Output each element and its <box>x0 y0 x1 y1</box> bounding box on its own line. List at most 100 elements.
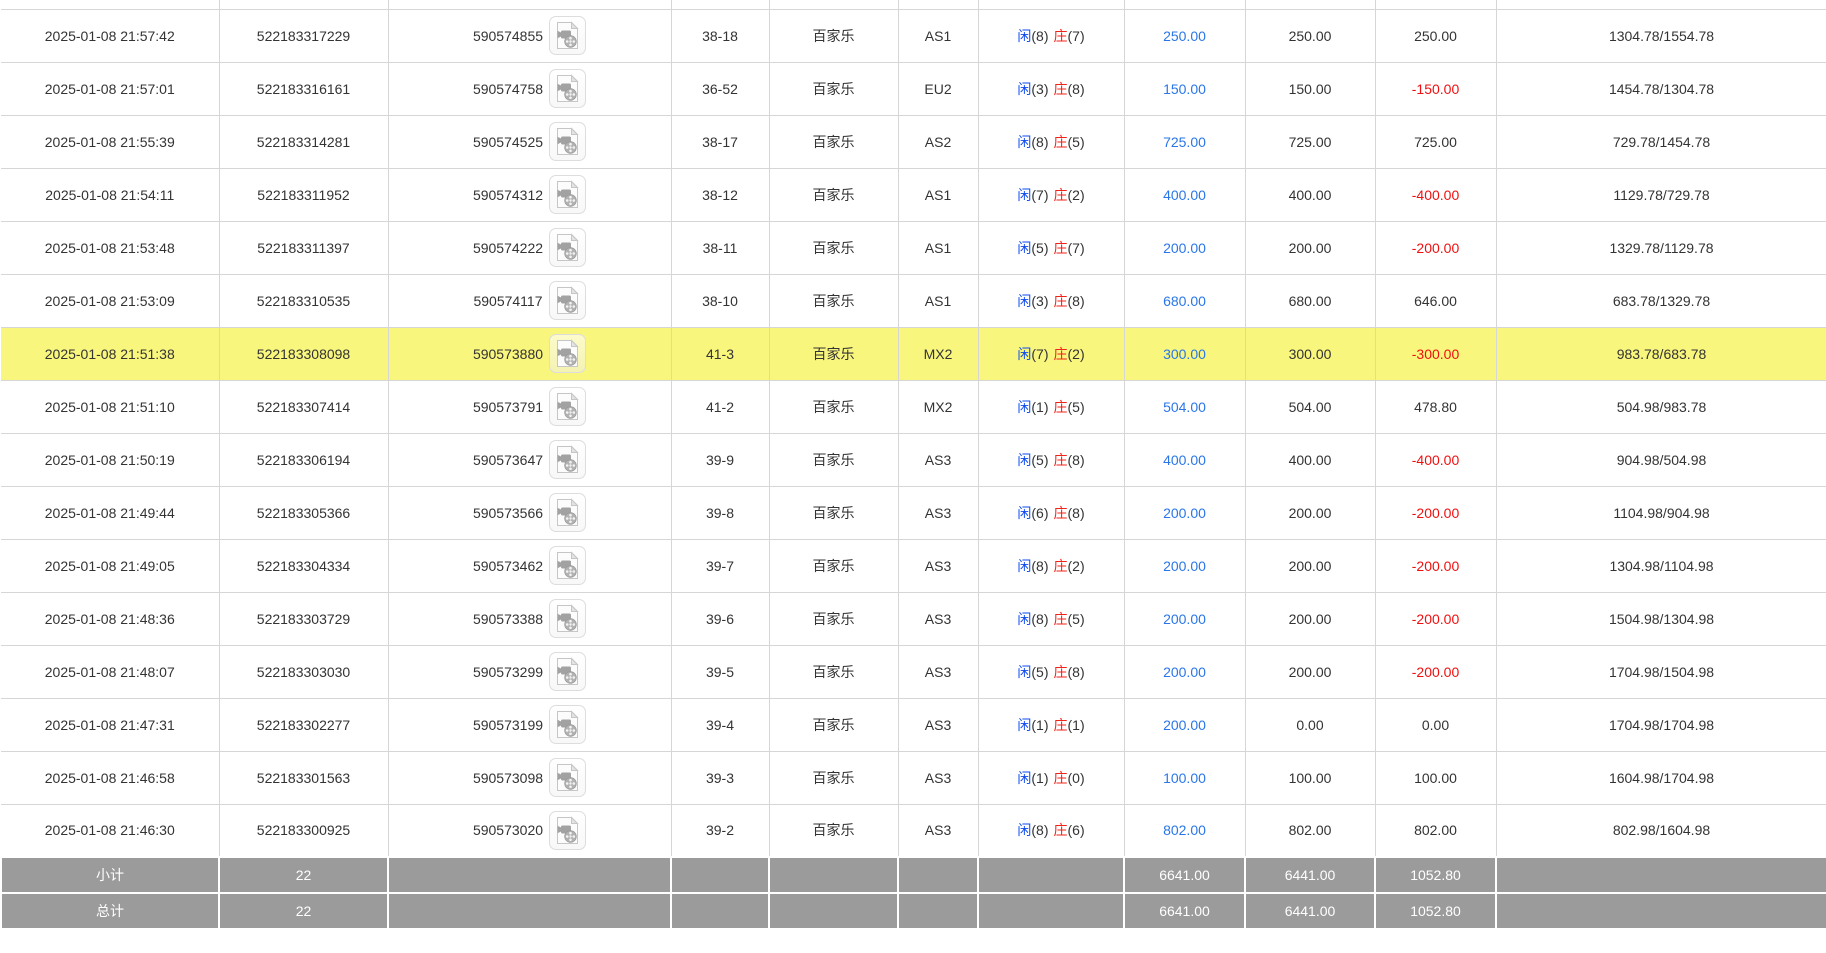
cell-bet-amount: 504.00 <box>1124 380 1246 434</box>
cell-order-number: 522183306194 <box>219 433 389 487</box>
table-row[interactable]: 2025-01-08 21:47:31 522183302277 5905731… <box>1 698 1826 752</box>
video-replay-button[interactable] <box>549 16 587 55</box>
table-row[interactable]: 2025-01-08 21:57:01 522183316161 5905747… <box>1 62 1826 116</box>
table-row[interactable]: 2025-01-08 21:48:36 522183303729 5905733… <box>1 592 1826 646</box>
table-row[interactable]: 2025-01-08 21:49:44 522183305366 5905735… <box>1 486 1826 540</box>
bet-amount-link[interactable]: 200.00 <box>1163 716 1206 733</box>
total-empty-cell <box>1495 892 1826 930</box>
video-replay-button[interactable] <box>549 334 587 373</box>
banker-result-count: (7) <box>1067 239 1085 256</box>
cell-game-type: 百家乐 <box>769 380 899 434</box>
bet-amount-link[interactable]: 400.00 <box>1163 186 1206 203</box>
player-result-label: 闲 <box>1017 769 1032 786</box>
video-replay-button[interactable] <box>549 599 587 638</box>
bet-amount-link[interactable]: 725.00 <box>1163 133 1206 150</box>
banker-result-count: (5) <box>1067 398 1085 415</box>
cell-game-type: 百家乐 <box>769 645 899 699</box>
video-replay-button[interactable] <box>549 228 587 267</box>
table-row[interactable]: 2025-01-08 21:51:38 522183308098 5905738… <box>1 327 1826 381</box>
video-replay-icon <box>557 127 579 155</box>
table-row[interactable]: 2025-01-08 21:53:09 522183310535 5905741… <box>1 274 1826 328</box>
video-replay-button[interactable] <box>549 122 587 161</box>
table-row[interactable]: 2025-01-08 21:46:58 522183301563 5905730… <box>1 751 1826 805</box>
video-replay-icon <box>557 233 579 261</box>
banker-result-label: 庄 <box>1053 504 1068 521</box>
table-row[interactable]: 2025-01-08 21:48:07 522183303030 5905732… <box>1 645 1826 699</box>
video-replay-button[interactable] <box>549 546 587 585</box>
cell-game-number: 590573647 <box>388 433 672 487</box>
bet-amount-link[interactable]: 200.00 <box>1163 557 1206 574</box>
table-row[interactable]: 2025-01-08 21:53:48 522183311397 5905742… <box>1 221 1826 275</box>
cell-winloss: 0.00 <box>1375 698 1497 752</box>
cell-round: 41-3 <box>671 327 770 381</box>
table-row[interactable]: 2025-01-08 21:50:19 522183306194 5905736… <box>1 433 1826 487</box>
cell-game-type: 百家乐 <box>769 433 899 487</box>
video-replay-button[interactable] <box>549 175 587 214</box>
cell-order-number: 522183300925 <box>219 804 389 858</box>
bet-amount-link[interactable]: 802.00 <box>1163 822 1206 839</box>
video-replay-button[interactable] <box>549 387 587 426</box>
video-replay-button[interactable] <box>549 440 587 479</box>
cell-round: 36-52 <box>671 62 770 116</box>
bet-amount-link[interactable]: 150.00 <box>1163 80 1206 97</box>
bet-amount-link[interactable]: 200.00 <box>1163 610 1206 627</box>
cell-round: 38-10 <box>671 274 770 328</box>
bet-amount-link[interactable]: 200.00 <box>1163 504 1206 521</box>
cell-order-number: 522183311952 <box>219 168 389 222</box>
total-count: 22 <box>218 892 389 930</box>
clipped-cell <box>769 0 899 10</box>
cell-winloss: 802.00 <box>1375 804 1497 858</box>
bet-amount-link[interactable]: 504.00 <box>1163 398 1206 415</box>
video-replay-button[interactable] <box>549 705 587 744</box>
table-row[interactable]: 2025-01-08 21:51:10 522183307414 5905737… <box>1 380 1826 434</box>
cell-balance: 1604.98/1704.98 <box>1496 751 1826 805</box>
total-winloss-total: 1052.80 <box>1374 892 1497 930</box>
cell-game-type: 百家乐 <box>769 539 899 593</box>
cell-valid-amount: 725.00 <box>1245 115 1376 169</box>
bet-amount-link[interactable]: 200.00 <box>1163 663 1206 680</box>
cell-round: 39-6 <box>671 592 770 646</box>
cell-balance: 504.98/983.78 <box>1496 380 1826 434</box>
bet-amount-link[interactable]: 200.00 <box>1163 239 1206 256</box>
bet-amount-link[interactable]: 680.00 <box>1163 292 1206 309</box>
player-result-label: 闲 <box>1017 610 1032 627</box>
player-result-count: (1) <box>1031 716 1049 733</box>
bet-amount-link[interactable]: 400.00 <box>1163 451 1206 468</box>
cell-bet-amount: 150.00 <box>1124 62 1246 116</box>
video-replay-button[interactable] <box>549 810 587 850</box>
cell-bet-amount: 200.00 <box>1124 698 1246 752</box>
cell-result: 闲(3) 庄(8) <box>978 274 1125 328</box>
subtotal-empty-cell <box>977 856 1125 894</box>
clipped-cell <box>1124 0 1246 10</box>
cell-table-code: MX2 <box>898 327 979 381</box>
table-row[interactable]: 2025-01-08 21:55:39 522183314281 5905745… <box>1 115 1826 169</box>
bet-amount-link[interactable]: 100.00 <box>1163 769 1206 786</box>
video-replay-button[interactable] <box>548 281 586 320</box>
video-replay-button[interactable] <box>549 652 587 691</box>
cell-balance: 683.78/1329.78 <box>1496 274 1826 328</box>
video-replay-button[interactable] <box>549 69 587 108</box>
video-replay-button[interactable] <box>549 758 587 797</box>
bet-amount-link[interactable]: 250.00 <box>1163 27 1206 44</box>
cell-bet-amount: 200.00 <box>1124 592 1246 646</box>
table-row[interactable]: 2025-01-08 21:54:11 522183311952 5905743… <box>1 168 1826 222</box>
table-row[interactable]: 2025-01-08 21:46:30 522183300925 5905730… <box>1 804 1826 858</box>
video-replay-icon <box>557 551 579 579</box>
table-row[interactable]: 2025-01-08 21:49:05 522183304334 5905734… <box>1 539 1826 593</box>
cell-round: 39-4 <box>671 698 770 752</box>
video-replay-icon <box>557 21 579 49</box>
video-replay-icon <box>557 392 579 420</box>
banker-result-count: (0) <box>1067 769 1085 786</box>
table-row[interactable]: 2025-01-08 21:57:42 522183317229 5905748… <box>1 9 1826 63</box>
bet-amount-link[interactable]: 300.00 <box>1163 345 1206 362</box>
game-number: 590573388 <box>472 610 544 627</box>
cell-order-number: 522183301563 <box>219 751 389 805</box>
banker-result-label: 庄 <box>1053 769 1068 786</box>
cell-valid-amount: 300.00 <box>1245 327 1376 381</box>
video-replay-button[interactable] <box>549 493 587 532</box>
bet-history-table: 2025-01-08 21:57:42 522183317229 5905748… <box>0 0 1826 930</box>
cell-bet-amount: 200.00 <box>1124 645 1246 699</box>
cell-result: 闲(7) 庄(2) <box>978 327 1125 381</box>
player-result-label: 闲 <box>1017 133 1032 150</box>
game-number: 590573199 <box>472 716 544 733</box>
